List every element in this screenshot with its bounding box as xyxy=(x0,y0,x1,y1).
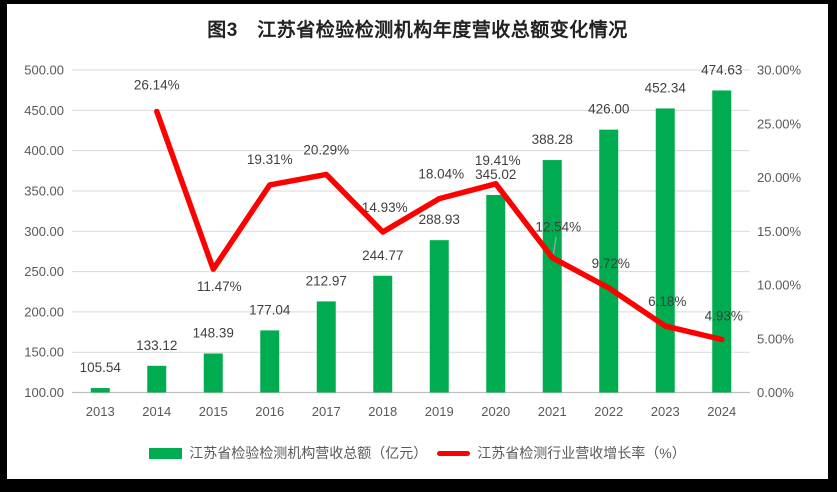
x-axis-category-label: 2016 xyxy=(255,404,284,419)
bar-value-label: 426.00 xyxy=(588,102,629,117)
legend-label-growth: 江苏省检测行业营收增长率（%） xyxy=(477,445,686,461)
line-value-label: 12.54% xyxy=(535,220,581,235)
line-value-label: 26.14% xyxy=(134,77,180,92)
bar-value-label: 212.97 xyxy=(306,273,347,288)
left-axis-tick-label: 450.00 xyxy=(24,103,64,118)
growth-rate-line xyxy=(154,108,725,343)
line-value-label: 14.93% xyxy=(362,200,408,215)
x-axis-category-label: 2015 xyxy=(199,404,228,419)
x-axis-category-label: 2022 xyxy=(594,404,623,419)
bar-value-label: 244.77 xyxy=(362,248,403,263)
bar-2020 xyxy=(486,194,506,393)
left-axis-tick-label: 300.00 xyxy=(24,224,64,239)
line-value-label: 19.31% xyxy=(247,152,293,167)
bar-value-label: 288.93 xyxy=(419,212,460,227)
x-axis-category-label: 2021 xyxy=(538,404,567,419)
bar-2015 xyxy=(203,353,223,393)
bar-value-label: 388.28 xyxy=(532,132,573,147)
bar-value-label: 474.63 xyxy=(701,62,742,77)
bar-value-label: 105.54 xyxy=(80,360,122,375)
right-axis-tick-label: 5.00% xyxy=(757,331,794,346)
bar-2016 xyxy=(260,330,280,393)
left-axis-tick-label: 150.00 xyxy=(24,345,64,360)
legend-swatch-line xyxy=(437,450,471,456)
x-axis-category-label: 2020 xyxy=(481,404,510,419)
legend-item-growth: 江苏省检测行业营收增长率（%） xyxy=(437,443,686,463)
left-axis-tick-label: 400.00 xyxy=(24,143,64,158)
bar-2014 xyxy=(147,365,167,393)
bar-value-label: 452.34 xyxy=(645,80,687,95)
right-axis-tick-label: 0.00% xyxy=(757,385,794,400)
chart-panel xyxy=(7,4,828,479)
right-axis-tick-label: 25.00% xyxy=(757,116,802,131)
left-axis-tick-label: 100.00 xyxy=(24,385,64,400)
bar-2017 xyxy=(316,301,336,393)
bar-value-label: 133.12 xyxy=(136,338,177,353)
bar-2013 xyxy=(90,388,110,393)
left-axis-tick-label: 350.00 xyxy=(24,183,64,198)
x-axis-category-label: 2023 xyxy=(651,404,680,419)
bar-value-label: 177.04 xyxy=(249,302,291,317)
bar-value-label: 345.02 xyxy=(475,167,516,182)
right-axis-tick-label: 30.00% xyxy=(757,63,802,78)
line-value-label: 6.18% xyxy=(648,294,686,309)
chart-title: 图3 江苏省检验检测机构年度营收总额变化情况 xyxy=(207,20,628,41)
legend-item-revenue: 江苏省检验检测机构营收总额（亿元） xyxy=(149,443,427,463)
bar-2021 xyxy=(542,160,562,393)
line-value-label: 20.29% xyxy=(303,142,349,157)
bar-2018 xyxy=(373,275,393,393)
line-value-label: 18.04% xyxy=(418,167,464,182)
left-axis-tick-label: 250.00 xyxy=(24,264,64,279)
right-axis-tick-label: 20.00% xyxy=(757,170,802,185)
x-axis-category-label: 2018 xyxy=(368,404,397,419)
x-axis-category-label: 2024 xyxy=(707,404,736,419)
line-value-label: 19.41% xyxy=(475,153,521,168)
bar-2019 xyxy=(429,240,449,393)
legend-swatch-bar xyxy=(149,447,183,459)
left-axis-tick-label: 500.00 xyxy=(24,63,64,78)
label-leader-line xyxy=(552,236,557,255)
bar-2023 xyxy=(655,108,675,393)
x-axis-category-label: 2017 xyxy=(312,404,341,419)
legend-label-revenue: 江苏省检验检测机构营收总额（亿元） xyxy=(189,445,428,461)
right-axis-tick-label: 10.00% xyxy=(757,278,802,293)
line-value-label: 9.72% xyxy=(592,256,630,271)
line-value-label: 4.93% xyxy=(705,309,743,324)
right-axis-tick-label: 15.00% xyxy=(757,224,802,239)
x-axis-category-label: 2014 xyxy=(142,404,171,419)
left-axis-tick-label: 200.00 xyxy=(24,304,64,319)
legend: 江苏省检验检测机构营收总额（亿元） 江苏省检测行业营收增长率（%） xyxy=(7,443,828,463)
bar-2022 xyxy=(599,129,619,393)
bar-value-label: 148.39 xyxy=(193,325,234,340)
bar-2024 xyxy=(712,90,732,393)
line-value-label: 11.47% xyxy=(197,279,242,294)
x-axis-category-label: 2013 xyxy=(86,404,115,419)
x-axis-category-label: 2019 xyxy=(425,404,454,419)
